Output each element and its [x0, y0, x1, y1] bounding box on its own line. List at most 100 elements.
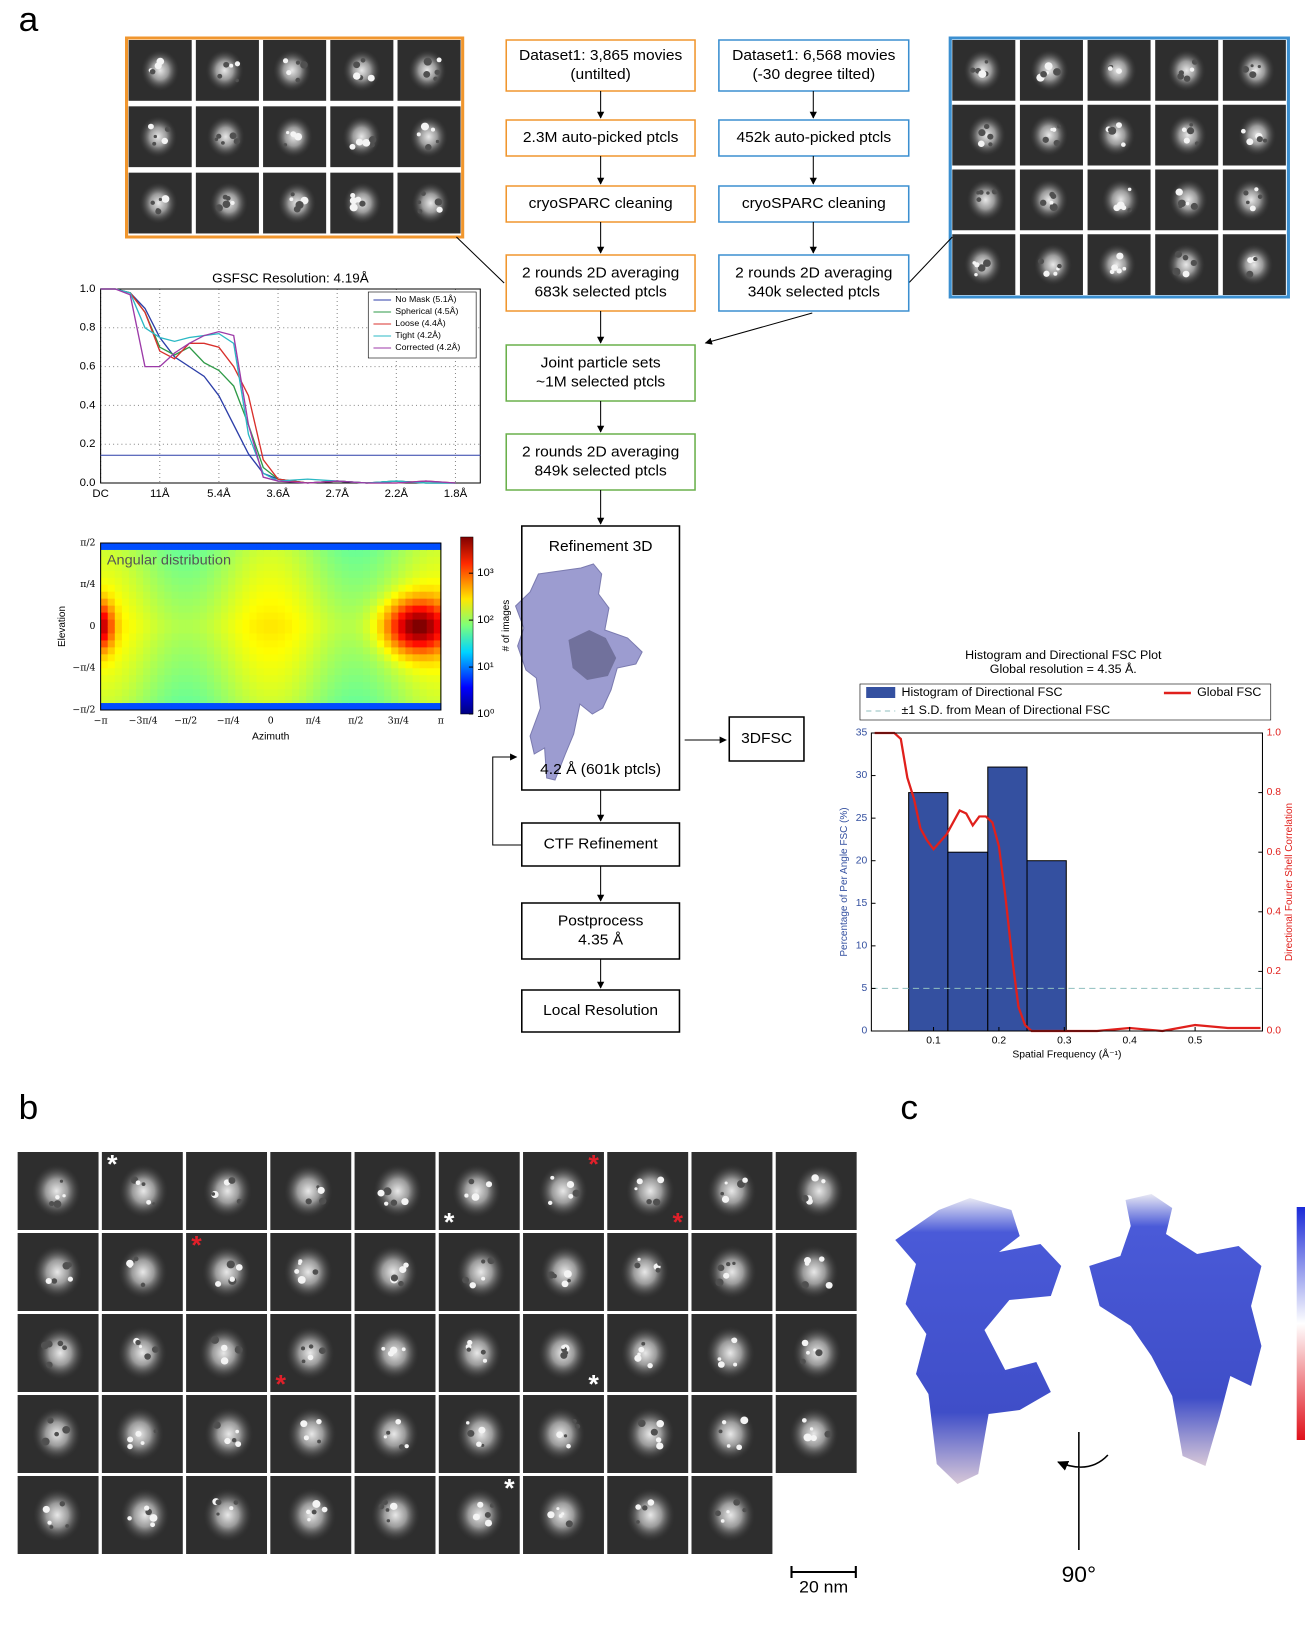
- heatmap-cell: [377, 675, 385, 682]
- y-tick-label: −π/4: [72, 663, 95, 674]
- heatmap-cell: [299, 654, 307, 661]
- heatmap-cell: [186, 696, 194, 703]
- heatmap-cell: [235, 599, 243, 606]
- particle-detail: [152, 142, 156, 146]
- heatmap-cell: [363, 543, 371, 550]
- heatmap-cell: [172, 640, 180, 647]
- particle-detail: [306, 1198, 312, 1204]
- heatmap-cell: [377, 647, 385, 654]
- heatmap-cell: [264, 585, 272, 592]
- heatmap-cell: [129, 543, 137, 550]
- heatmap-cell: [398, 550, 406, 557]
- heatmap-cell: [313, 696, 321, 703]
- particle-detail: [485, 1520, 492, 1527]
- heatmap-cell: [101, 661, 109, 668]
- heatmap-cell: [249, 654, 257, 661]
- scale-bar-label: 20 nm: [799, 1577, 848, 1597]
- particle-detail: [215, 204, 223, 211]
- particle-detail: [66, 1262, 72, 1267]
- heatmap-cell: [413, 703, 421, 710]
- heatmap-cell: [405, 578, 413, 585]
- particle-detail: [635, 1504, 641, 1510]
- heatmap-cell: [136, 620, 144, 627]
- heatmap-cell: [242, 661, 250, 668]
- heatmap-cell: [101, 675, 109, 682]
- heatmap-cell: [306, 543, 314, 550]
- heatmap-cell: [186, 606, 194, 613]
- heatmap-cell: [384, 578, 392, 585]
- particle-detail: [383, 1187, 391, 1195]
- particle-detail: [481, 1350, 486, 1355]
- heatmap-cell: [320, 689, 328, 696]
- heatmap-cell: [228, 613, 236, 620]
- heatmap-cell: [271, 640, 279, 647]
- heatmap-cell: [320, 703, 328, 710]
- heatmap-cell: [200, 682, 208, 689]
- heatmap-cell: [207, 668, 215, 675]
- heatmap-cell: [101, 599, 109, 606]
- heatmap-cell: [242, 633, 250, 640]
- heatmap-cell: [264, 578, 272, 585]
- heatmap-cell: [257, 585, 265, 592]
- particle-detail: [802, 1418, 807, 1423]
- heatmap-cell: [278, 606, 286, 613]
- particle-detail: [46, 1362, 53, 1369]
- heatmap-cell: [257, 550, 265, 557]
- heatmap-cell: [306, 696, 314, 703]
- heatmap-cell: [398, 661, 406, 668]
- particle-detail: [1184, 138, 1190, 144]
- heatmap-cell: [285, 703, 293, 710]
- heatmap-cell: [292, 550, 300, 557]
- particle-detail: [226, 196, 231, 201]
- heatmap-cell: [342, 543, 350, 550]
- heatmap-cell: [427, 592, 435, 599]
- heatmap-cell: [143, 696, 151, 703]
- particle-detail: [556, 1507, 559, 1510]
- heatmap-cell: [413, 564, 421, 571]
- heatmap-cell: [427, 606, 435, 613]
- heatmap-cell: [228, 543, 236, 550]
- particle-detail: [436, 207, 442, 213]
- particle-detail: [466, 1421, 469, 1424]
- heatmap-cell: [384, 613, 392, 620]
- heatmap-cell: [186, 578, 194, 585]
- heatmap-cell: [122, 585, 130, 592]
- heatmap-cell: [335, 543, 343, 550]
- heatmap-cell: [377, 654, 385, 661]
- heatmap-cell: [384, 696, 392, 703]
- particle-detail: [388, 1351, 394, 1357]
- heatmap-cell: [228, 668, 236, 675]
- particle: [706, 1326, 755, 1379]
- heatmap-cell: [292, 627, 300, 634]
- heatmap-cell: [420, 689, 428, 696]
- heatmap-cell: [129, 640, 137, 647]
- heatmap-cell: [327, 543, 335, 550]
- particle: [33, 1488, 82, 1541]
- heatmap-cell: [101, 571, 109, 578]
- heatmap-cell: [377, 571, 385, 578]
- heatmap-cell: [200, 640, 208, 647]
- heatmap-cell: [335, 703, 343, 710]
- heatmap-cell: [143, 599, 151, 606]
- heatmap-cell: [122, 682, 130, 689]
- heatmap-cell: [292, 689, 300, 696]
- particle: [626, 1488, 675, 1541]
- heatmap-cell: [228, 682, 236, 689]
- particle-detail: [309, 1344, 314, 1348]
- heatmap-cell: [164, 675, 172, 682]
- heatmap-cell: [356, 543, 364, 550]
- particle-detail: [155, 209, 161, 215]
- heatmap-cell: [413, 696, 421, 703]
- heatmap-cell: [398, 599, 406, 606]
- heatmap-cell: [377, 585, 385, 592]
- heatmap-cell: [101, 585, 109, 592]
- heatmap-cell: [384, 592, 392, 599]
- heatmap-cell: [384, 585, 392, 592]
- heatmap-cell: [257, 654, 265, 661]
- heatmap-cell: [342, 620, 350, 627]
- heatmap-cell: [377, 613, 385, 620]
- heatmap-cell: [377, 543, 385, 550]
- heatmap-cell: [335, 633, 343, 640]
- heatmap-cell: [157, 647, 165, 654]
- marker: *: [588, 1369, 599, 1398]
